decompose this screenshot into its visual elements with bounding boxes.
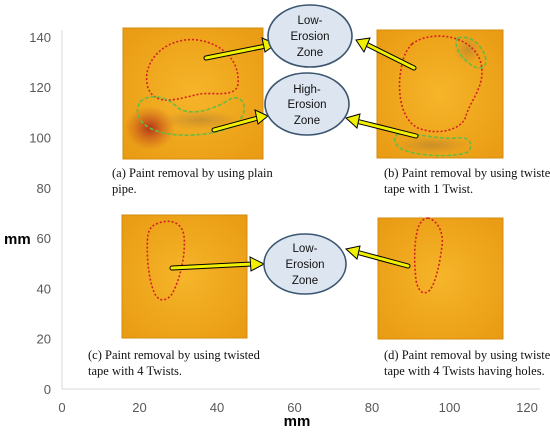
arrow-a-to-high-zone — [211, 109, 269, 133]
panel-b: (b) Paint removal by using twisted tape … — [376, 29, 550, 196]
low-erosion-outline-d — [413, 217, 444, 294]
zone-label-bottom-low: Low- Erosion Zone — [263, 233, 347, 295]
svg-text:Zone: Zone — [292, 275, 318, 287]
high-erosion-outline-b — [455, 36, 487, 69]
panel-c: (c) Paint removal by using twisted tape … — [88, 214, 261, 378]
damage-spot-b2 — [454, 36, 482, 64]
y-tick-label: 60 — [37, 231, 51, 246]
damage-spot-a2 — [160, 110, 240, 130]
high-erosion-outline-b2 — [393, 132, 472, 157]
damage-spot-b — [394, 136, 470, 154]
caption-a-line1: (a) Paint removal by using plain — [112, 166, 273, 180]
x-tick-label: 100 — [439, 400, 461, 415]
caption-a-line2: pipe. — [112, 182, 137, 196]
y-tick-label: 120 — [29, 80, 51, 95]
low-erosion-outline-a — [145, 38, 239, 101]
panel-a: (a) Paint removal by using plain pipe. — [112, 27, 273, 196]
y-tick-label: 40 — [37, 281, 51, 296]
y-tick-label: 140 — [29, 30, 51, 45]
caption-b-line2: tape with 1 Twist. — [384, 182, 473, 196]
x-tick-label: 60 — [287, 400, 301, 415]
x-tick-label: 20 — [132, 400, 146, 415]
caption-c-line1: (c) Paint removal by using twisted — [88, 348, 261, 362]
y-tick-label: 20 — [37, 332, 51, 347]
x-tick-label: 120 — [516, 400, 538, 415]
svg-text:Zone: Zone — [294, 115, 320, 127]
zone-label-top-low: Low- Erosion Zone — [267, 4, 353, 68]
x-tick-label: 40 — [210, 400, 224, 415]
caption-d-line1: (d) Paint removal by using twisted — [384, 348, 550, 362]
panel-d: (d) Paint removal by using twisted tape … — [377, 217, 550, 378]
caption-c-line2: tape with 4 Twists. — [88, 364, 182, 378]
low-erosion-outline-b — [398, 35, 483, 133]
svg-text:Erosion: Erosion — [288, 99, 327, 111]
y-tick-label: 0 — [44, 382, 51, 397]
y-tick-labels: 0 20 40 60 80 100 120 140 — [29, 30, 51, 397]
low-erosion-outline-c — [146, 220, 186, 301]
arrow-d-from-zone — [344, 245, 411, 269]
y-tick-label: 100 — [29, 131, 51, 146]
svg-text:Low-: Low- — [298, 15, 323, 27]
x-tick-labels: 0 20 40 60 80 100 120 — [58, 400, 537, 415]
arrow-b-from-low-zone — [355, 37, 417, 71]
arrows — [169, 37, 419, 272]
y-tick-label: 80 — [37, 181, 51, 196]
svg-text:Low-: Low- — [293, 243, 318, 255]
x-tick-label: 0 — [58, 400, 65, 415]
caption-d-line2: tape with 4 Twists having holes. — [384, 364, 545, 378]
svg-text:Erosion: Erosion — [286, 259, 325, 271]
high-erosion-outline-a — [136, 95, 245, 136]
arrow-b-from-high-zone — [344, 113, 419, 139]
zone-label-top-high: High- Erosion Zone — [264, 72, 350, 136]
y-axis-title: mm — [4, 231, 31, 248]
plate-c — [121, 214, 248, 339]
x-axis-title: mm — [284, 413, 311, 430]
x-tick-label: 80 — [365, 400, 379, 415]
caption-b-line1: (b) Paint removal by using twisted — [384, 166, 550, 180]
svg-text:Zone: Zone — [297, 47, 323, 59]
svg-text:Erosion: Erosion — [291, 31, 330, 43]
svg-text:High-: High- — [293, 84, 321, 96]
arrow-c-to-zone — [169, 256, 266, 272]
plate-d — [377, 217, 504, 340]
